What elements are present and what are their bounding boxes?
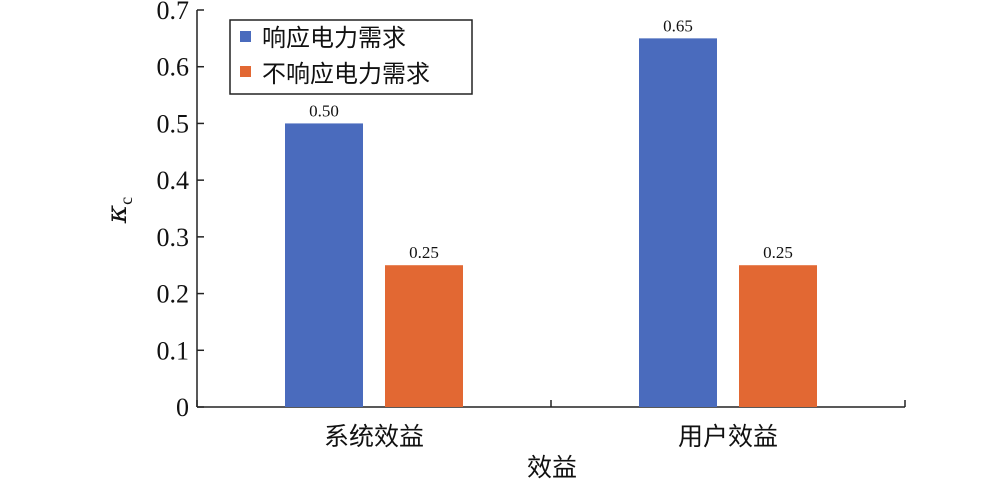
bar bbox=[639, 38, 717, 407]
legend-swatch-series-1 bbox=[240, 31, 251, 42]
bar-value-label: 0.50 bbox=[309, 101, 339, 120]
y-tick-label: 0.2 bbox=[157, 280, 190, 309]
legend-box bbox=[229, 19, 473, 95]
y-tick-label: 0.3 bbox=[157, 223, 190, 252]
y-tick-label: 0.1 bbox=[157, 336, 190, 365]
bar bbox=[385, 265, 463, 407]
y-tick-label: 0 bbox=[176, 393, 189, 422]
y-axis-ticks: 0 0.1 0.2 0.3 0.4 0.5 0.6 0.7 bbox=[157, 0, 204, 422]
legend-label-series-2: 不响应电力需求 bbox=[262, 60, 430, 88]
y-tick-label: 0.6 bbox=[157, 53, 190, 82]
bar-value-label: 0.25 bbox=[763, 243, 793, 262]
y-tick-label: 0.7 bbox=[157, 0, 190, 25]
svg-text:κc: κc bbox=[100, 197, 136, 224]
y-axis-subscript: c bbox=[116, 197, 136, 205]
legend-label-series-1: 响应电力需求 bbox=[262, 24, 406, 52]
legend: 响应电力需求 不响应电力需求 bbox=[229, 19, 473, 95]
bar bbox=[739, 265, 817, 407]
x-category-label: 用户效益 bbox=[678, 422, 778, 451]
legend-swatch-series-2 bbox=[240, 66, 251, 77]
bar-value-label: 0.25 bbox=[409, 243, 439, 262]
x-category-label: 系统效益 bbox=[324, 422, 424, 451]
bar-value-label: 0.65 bbox=[663, 16, 693, 35]
x-axis-title: 效益 bbox=[527, 453, 577, 482]
y-tick-label: 0.5 bbox=[157, 109, 190, 138]
y-axis-symbol: κ bbox=[100, 205, 133, 224]
y-tick-label: 0.4 bbox=[157, 166, 190, 195]
x-axis-categories: 系统效益 用户效益 bbox=[196, 400, 906, 451]
bars: 0.50 0.25 0.65 0.25 bbox=[285, 16, 817, 407]
bar bbox=[285, 123, 363, 407]
y-axis-title: κc bbox=[100, 197, 136, 224]
